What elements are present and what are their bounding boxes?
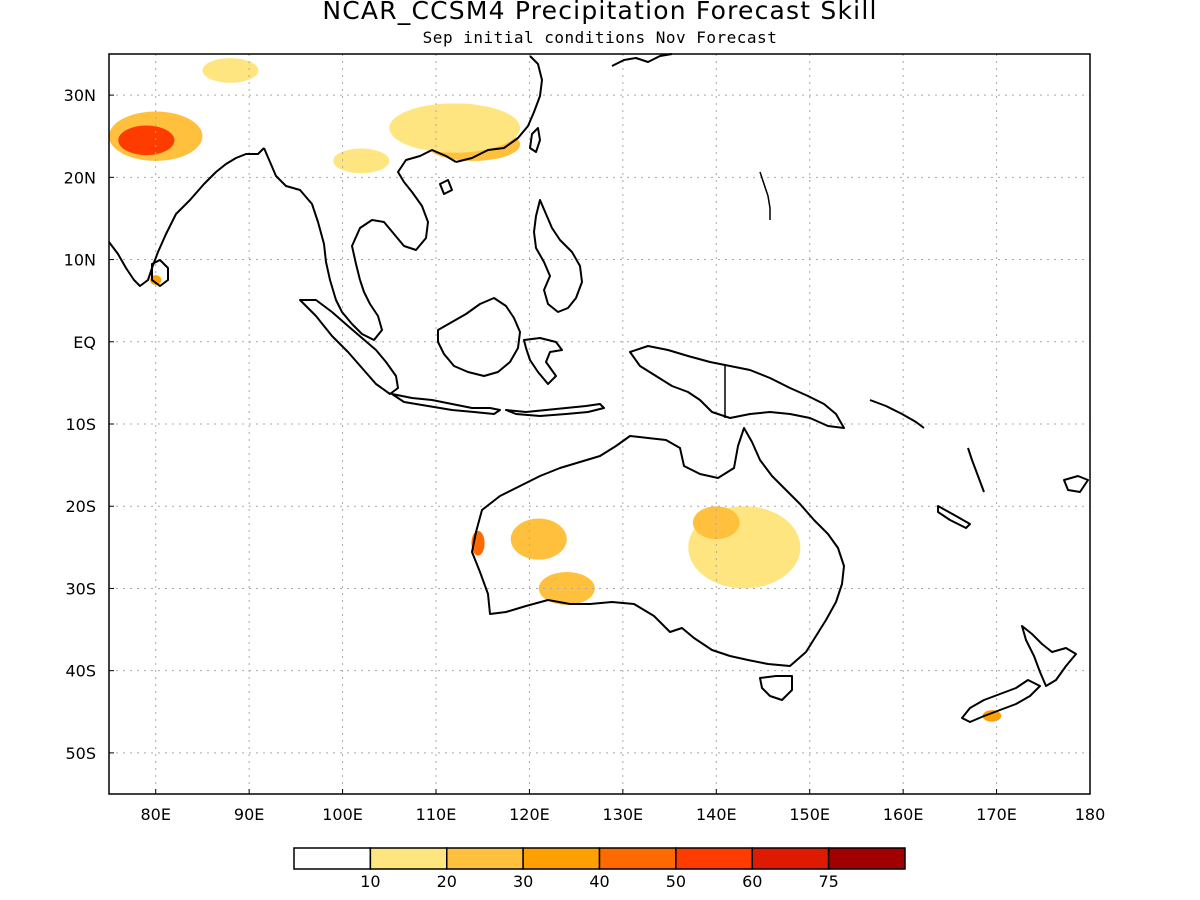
colorbar: 10 20 30 40 50 60 75	[293, 847, 906, 891]
tasmania-coast	[759, 675, 793, 701]
x-tick-label: 110E	[416, 805, 457, 824]
colorbar-swatch	[751, 847, 830, 870]
colorbar-label: 10	[360, 872, 380, 891]
java-coast	[391, 393, 501, 415]
colorbar-label: 30	[513, 872, 533, 891]
borneo-coast	[437, 297, 521, 377]
colorbar-swatch	[827, 847, 906, 870]
y-tick-label: 30S	[65, 579, 96, 598]
x-tick-label: 180	[1075, 805, 1106, 824]
x-tick-label: 80E	[140, 805, 170, 824]
colorbar-swatch	[522, 847, 601, 870]
y-tick-label: 10S	[65, 415, 96, 434]
colorbar-label: 75	[818, 872, 838, 891]
skill-shading-layer	[108, 58, 1002, 722]
colorbar-swatch	[446, 847, 524, 870]
page-subtitle: Sep initial conditions Nov Forecast	[422, 28, 778, 47]
philippines-coast	[533, 199, 583, 313]
skill-region-4	[389, 103, 521, 153]
india-coast	[108, 147, 265, 287]
japan-coast	[611, 53, 673, 67]
page-title: NCAR_CCSM4 Precipitation Forecast Skill	[322, 0, 878, 25]
skill-region-9	[538, 572, 595, 605]
coastline-layer	[108, 53, 1089, 723]
x-tick-label: 90E	[234, 805, 264, 824]
vanuatu-coast	[967, 447, 985, 493]
x-tick-label: 140E	[696, 805, 737, 824]
colorbar-label: 40	[589, 872, 609, 891]
new-guinea-coast	[629, 345, 845, 429]
x-tick-label: 130E	[603, 805, 644, 824]
skill-region-11	[692, 506, 740, 540]
nz-south-coast	[961, 679, 1041, 723]
skill-region-7	[510, 518, 567, 560]
y-tick-label: 40S	[65, 662, 96, 681]
y-tick-label: 20N	[64, 168, 96, 187]
indochina-coast	[351, 149, 457, 281]
sri-lanka-coast	[151, 259, 169, 287]
tick-label-layer: 80E 90E 100E 110E 120E 130E 140E 150E 160E 170E 18…	[64, 86, 1106, 824]
skill-region-5	[333, 148, 390, 174]
sumatra-coast	[299, 299, 399, 395]
x-tick-label: 120E	[509, 805, 550, 824]
solomon-islands-coast	[869, 399, 925, 429]
x-tick-label: 160E	[883, 805, 924, 824]
grid-layer	[109, 54, 1090, 794]
colorbar-label: 60	[742, 872, 762, 891]
skill-region-2	[202, 58, 259, 83]
australia-coast	[471, 427, 845, 667]
colorbar-swatch	[293, 847, 372, 870]
nz-north-coast	[1021, 625, 1077, 687]
colorbar-swatch	[369, 847, 448, 870]
y-tick-label: 50S	[65, 744, 96, 763]
hainan-coast	[439, 179, 453, 195]
new-caledonia-coast	[937, 505, 971, 529]
colorbar-label: 50	[666, 872, 686, 891]
y-tick-label: EQ	[73, 333, 96, 352]
south-china-coast	[455, 55, 543, 163]
x-tick-label: 150E	[789, 805, 830, 824]
colorbar-swatch	[598, 847, 677, 870]
y-tick-label: 10N	[64, 251, 96, 270]
y-tick-label: 30N	[64, 86, 96, 105]
colorbar-label: 20	[437, 872, 457, 891]
x-tick-label: 170E	[976, 805, 1017, 824]
myanmar-malay-coast	[263, 147, 383, 341]
lesser-sunda-coast	[505, 403, 605, 417]
sulawesi-coast	[523, 337, 563, 385]
x-tick-label: 100E	[322, 805, 363, 824]
y-tick-label: 20S	[65, 497, 96, 516]
skill-region-1	[118, 125, 175, 156]
taiwan-coast	[529, 127, 541, 153]
colorbar-swatch	[675, 847, 753, 870]
fiji-coast	[1063, 475, 1089, 493]
mariana-islands	[759, 171, 771, 220]
